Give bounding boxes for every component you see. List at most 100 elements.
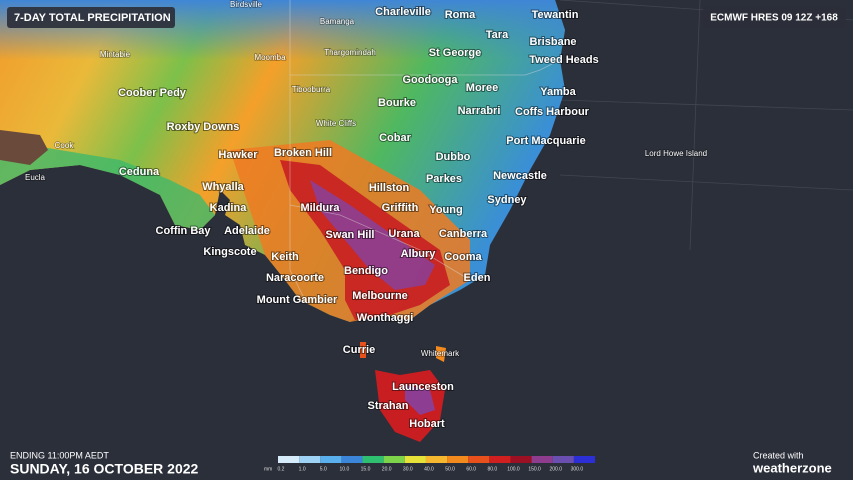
legend-swatch (299, 456, 321, 463)
legend-label: 50.0 (445, 466, 455, 472)
place-name: St George (429, 47, 482, 59)
place-name: Currie (343, 344, 375, 356)
place-name: Bamanga (320, 17, 355, 26)
legend-swatch (510, 456, 532, 463)
place-name: Port Macquarie (506, 135, 585, 147)
purple-core (310, 180, 435, 290)
flinders-island (436, 346, 446, 362)
legend-label: 10.0 (340, 466, 350, 472)
brand: weatherzone (752, 460, 832, 475)
place-name: Coffs Harbour (515, 106, 590, 118)
vic-border (289, 204, 486, 281)
legend-swatch (383, 456, 405, 463)
place-name: Yamba (540, 86, 576, 98)
lake (0, 130, 48, 165)
place-name: Keith (271, 251, 299, 263)
place-name: Lord Howe Island (645, 149, 707, 158)
place-name: Kingscote (203, 246, 256, 258)
place-name: Whitemark (421, 349, 460, 358)
place-name: Kadina (210, 202, 248, 214)
legend-swatch (573, 456, 595, 463)
tasmania (375, 370, 445, 442)
place-name: Adelaide (224, 225, 270, 237)
legend-label: 150.0 (528, 466, 541, 472)
place-name: Moree (466, 82, 498, 94)
place-name: Strahan (368, 400, 409, 412)
place-name: Bendigo (344, 265, 388, 277)
place-name: Parkes (426, 173, 462, 185)
legend-label: 60.0 (466, 466, 476, 472)
place-name: Launceston (392, 381, 454, 393)
place-name: Tewantin (532, 9, 579, 21)
place-name: Whyalla (202, 181, 244, 193)
place-name: Griffith (382, 202, 419, 214)
legend-swatch (447, 456, 469, 463)
title-box (7, 7, 175, 28)
legend-label: 1.0 (299, 466, 306, 472)
place-name: Brisbane (529, 36, 576, 48)
legend-swatch (468, 456, 490, 463)
place-name: Roxby Downs (167, 121, 240, 133)
legend: 0.2 1.0 5.0 10.0 15.0 20.0 30.0 40.0 50.0 60.0 80.… (278, 456, 595, 472)
place-labels: Birdsville Charleville Roma Tewantin Tara Bri… (24, 0, 708, 431)
place-name: Coffin Bay (156, 225, 212, 237)
place-name: Eden (464, 272, 491, 284)
title: 7-DAY TOTAL PRECIPITATION (14, 12, 171, 24)
place-name: Eucla (25, 173, 46, 182)
place-name: Hobart (409, 418, 445, 430)
place-name: Charleville (375, 6, 431, 18)
place-name: Young (429, 204, 462, 216)
place-name: Bourke (378, 97, 416, 109)
legend-swatch (320, 456, 342, 463)
legend-label: 300.0 (571, 466, 584, 472)
legend-label: 80.0 (487, 466, 497, 472)
place-name: Urana (388, 228, 420, 240)
legend-swatch (531, 456, 553, 463)
sa-border (289, 75, 306, 301)
place-name: Newcastle (493, 170, 547, 182)
legend-label: 40.0 (424, 466, 434, 472)
place-name: Broken Hill (274, 147, 332, 159)
place-name: White Cliffs (316, 119, 356, 128)
place-name: Sydney (487, 194, 527, 206)
place-name: Moomba (254, 53, 286, 62)
legend-swatch (362, 456, 384, 463)
created: Created with (753, 450, 804, 460)
place-name: Tara (486, 29, 509, 41)
place-name: Thargomindah (324, 48, 376, 57)
legend-swatch (341, 456, 363, 463)
legend-label: 200.0 (549, 466, 562, 472)
place-name: Cooma (444, 251, 482, 263)
place-name: Tweed Heads (529, 54, 599, 66)
legend-label: 15.0 (361, 466, 371, 472)
place-name: Roma (445, 9, 476, 21)
model: ECMWF HRES 09 12Z +168 (710, 13, 838, 24)
place-name: Narrabri (458, 105, 501, 117)
legend-swatch (552, 456, 574, 463)
place-name: Ceduna (119, 166, 160, 178)
place-name: Melbourne (352, 290, 408, 302)
ending: ENDING 11:00PM AEDT (10, 450, 109, 460)
place-name: Hawker (218, 149, 258, 161)
place-name: Wonthaggi (357, 312, 414, 324)
place-name: Mintabie (100, 50, 131, 59)
place-name: Mount Gambier (257, 294, 338, 306)
legend-label: 5.0 (320, 466, 327, 472)
legend-swatch (489, 456, 511, 463)
qld-border (289, 0, 561, 76)
place-name: Albury (401, 248, 437, 260)
legend-unit: mm (264, 466, 272, 472)
place-name: Goodooga (403, 74, 459, 86)
place-name: Cook (55, 141, 75, 150)
legend-swatch (425, 456, 448, 463)
legend-label: 100.0 (507, 466, 520, 472)
place-name: Tibooburra (292, 85, 331, 94)
place-name: Coober Pedy (118, 87, 187, 99)
model-box (703, 7, 846, 28)
legend-swatch (404, 456, 426, 463)
tasmania-core (405, 385, 435, 415)
place-name: Mildura (300, 202, 340, 214)
place-name: Cobar (379, 132, 412, 144)
legend-label: 0.2 (278, 466, 285, 472)
